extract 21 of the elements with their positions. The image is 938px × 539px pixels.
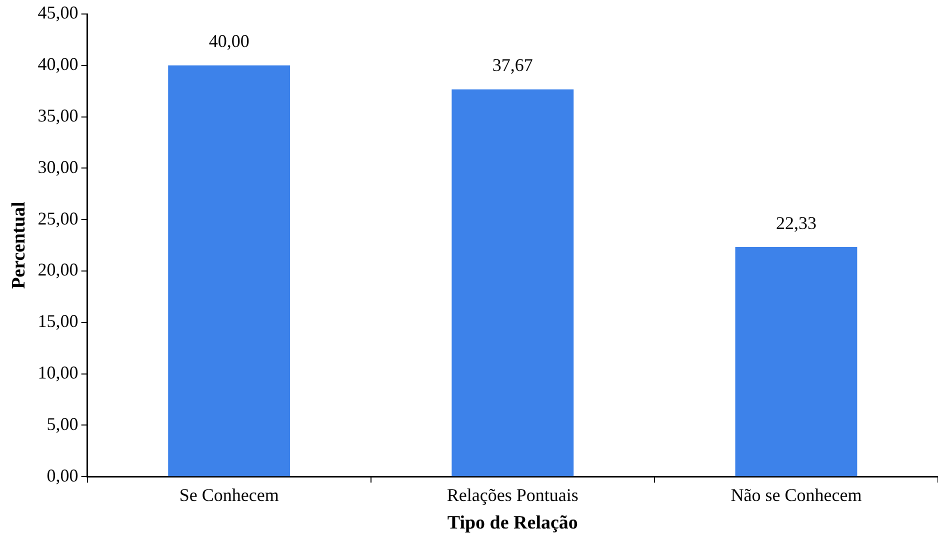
x-tick-label: Se Conhecem [179, 485, 279, 506]
y-tick-label: 15,00 [38, 311, 78, 332]
y-tick-label: 35,00 [38, 106, 78, 126]
x-axis-title: Tipo de Relação [447, 512, 578, 534]
y-tick-label: 10,00 [38, 362, 78, 383]
y-tick-label: 20,00 [38, 260, 78, 280]
bar [735, 247, 858, 476]
y-axis-title: Percentual [8, 202, 30, 289]
y-tick-label: 0,00 [46, 465, 78, 486]
x-tick-label: Relações Pontuais [446, 485, 578, 506]
data-label: 37,67 [492, 55, 533, 76]
data-label: 40,00 [208, 31, 250, 52]
y-tick-label: 25,00 [38, 208, 78, 228]
data-label: 22,33 [776, 212, 816, 233]
x-tick-label: Não se Conhecem [730, 485, 862, 506]
bar [452, 89, 574, 476]
y-tick-label: 40,00 [38, 54, 78, 74]
bar [168, 65, 290, 476]
y-tick-label: 45,00 [38, 2, 78, 23]
y-tick-label: 5,00 [46, 414, 78, 434]
y-tick-label: 30,00 [38, 156, 78, 177]
